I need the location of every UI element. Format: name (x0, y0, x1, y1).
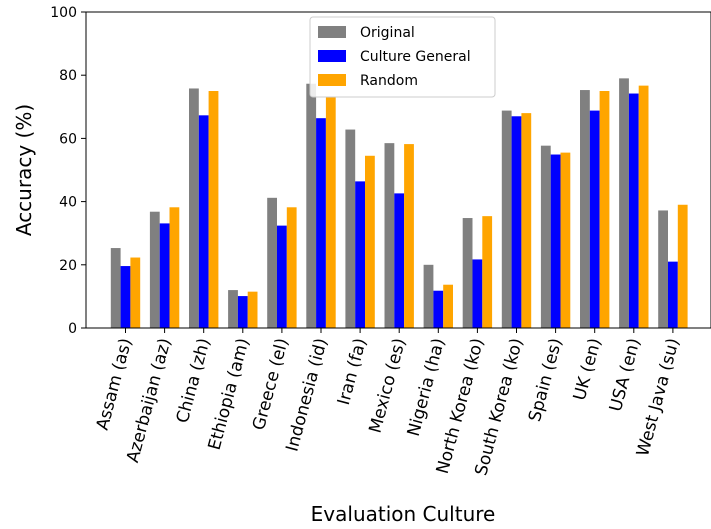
bar-culture-general-6 (355, 181, 365, 328)
x-tick-label: Nigeria (ha) (404, 336, 449, 438)
bar-culture-general-1 (159, 223, 170, 328)
y-axis-title: Accuracy (%) (12, 104, 36, 236)
bar-original-4 (267, 197, 277, 328)
bar-random-12 (599, 91, 610, 328)
bar-random-5 (325, 97, 336, 328)
x-tick-label: Iran (fa) (334, 336, 371, 407)
bar-culture-general-9 (472, 259, 483, 328)
bar-culture-general-4 (277, 225, 287, 328)
bar-original-0 (110, 248, 121, 328)
bar-random-8 (443, 284, 453, 328)
legend-label: Random (360, 73, 418, 89)
bar-random-2 (208, 91, 219, 328)
x-tick-label: USA (en) (606, 336, 645, 414)
legend: Original Culture General Random (309, 16, 496, 98)
bar-random-9 (482, 216, 493, 328)
x-tick-label: Mexico (es) (366, 336, 411, 435)
x-tick-label: Ethiopia (am) (205, 336, 254, 452)
bar-culture-general-10 (511, 116, 522, 328)
bar-original-1 (149, 211, 160, 328)
bar-culture-general-7 (394, 193, 405, 328)
bar-original-10 (501, 110, 512, 328)
x-tick-label: Spain (es) (525, 336, 566, 424)
bar-random-3 (247, 291, 258, 328)
legend-swatch (318, 50, 346, 62)
bar-original-7 (384, 143, 395, 328)
x-tick-label: Greece (el) (249, 336, 293, 432)
bar-culture-general-14 (668, 261, 678, 328)
legend-label: Culture General (360, 49, 471, 65)
x-axis-title: Evaluation Culture (311, 502, 496, 526)
bar-random-1 (169, 207, 180, 328)
y-axis: 0 20 40 60 80 100 (50, 5, 86, 337)
bar-random-7 (404, 144, 414, 328)
y-tick-label: 20 (59, 258, 77, 274)
bar-random-14 (677, 204, 688, 328)
x-tick-label: China (zh) (173, 336, 215, 425)
y-tick-label: 100 (50, 5, 77, 21)
bar-random-4 (286, 207, 297, 328)
bar-random-11 (560, 152, 571, 328)
bar-culture-general-8 (433, 290, 444, 328)
bars-layer (110, 78, 688, 329)
plot-frame (85, 11, 711, 329)
bar-original-3 (228, 290, 238, 328)
y-tick-label: 60 (59, 131, 77, 147)
bar-random-10 (521, 113, 532, 329)
bar-original-14 (658, 210, 668, 328)
legend-label: Original (360, 25, 415, 41)
bar-random-0 (130, 257, 141, 328)
x-tick-label: Indonesia (id) (282, 336, 331, 454)
bar-culture-general-0 (120, 266, 131, 328)
bar-original-2 (189, 88, 199, 328)
bar-original-5 (306, 83, 317, 328)
bar-original-11 (540, 145, 551, 328)
y-tick-label: 80 (59, 68, 77, 84)
y-tick-label: 0 (68, 321, 77, 337)
bar-random-13 (638, 85, 649, 328)
bar-culture-general-5 (316, 118, 326, 329)
bar-original-9 (462, 218, 473, 328)
legend-box (309, 16, 496, 98)
bar-original-6 (345, 129, 356, 328)
legend-swatch (318, 26, 346, 38)
bar-culture-general-2 (198, 115, 209, 328)
bar-original-13 (619, 78, 629, 328)
bar-culture-general-12 (589, 110, 600, 328)
bar-culture-general-3 (237, 296, 248, 328)
bar-original-8 (423, 264, 434, 328)
bar-original-12 (580, 90, 590, 328)
legend-swatch (318, 74, 346, 86)
x-tick-label: Assam (as) (93, 336, 137, 432)
x-axis: Assam (as)Azerbaijan (az)China (zh)Ethio… (93, 328, 684, 478)
y-tick-label: 40 (59, 195, 77, 211)
bar-culture-general-13 (628, 93, 639, 328)
bar-culture-general-11 (550, 154, 561, 328)
x-tick-label: UK (en) (570, 336, 606, 403)
bar-random-6 (365, 155, 375, 328)
